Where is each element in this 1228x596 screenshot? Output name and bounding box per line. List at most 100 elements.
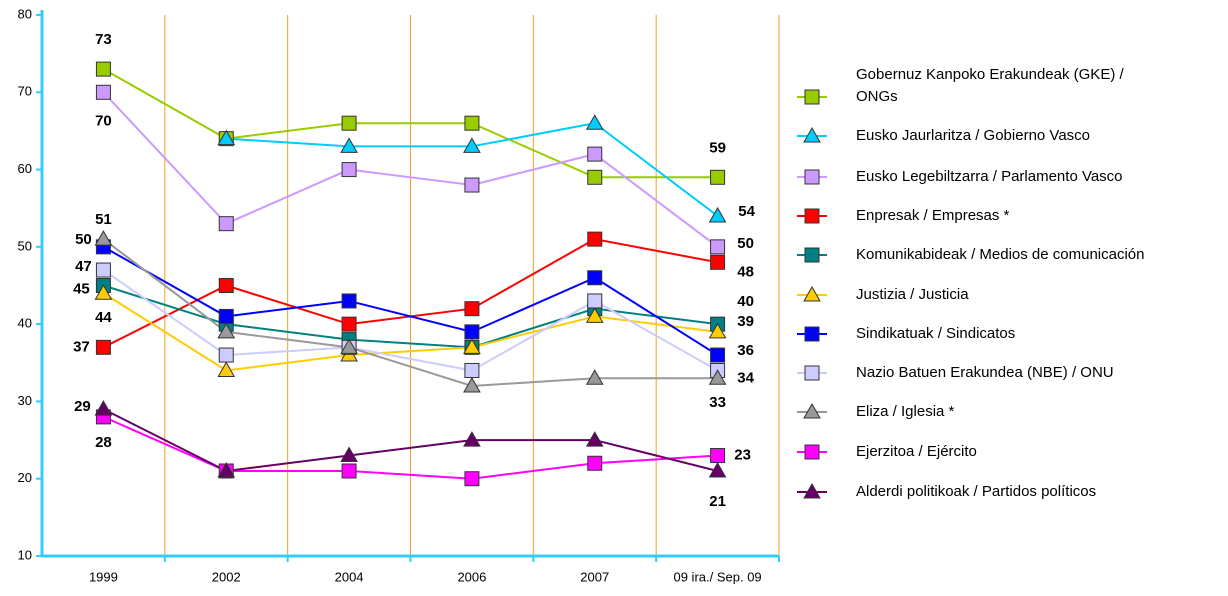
data-point (95, 84, 111, 100)
data-point (95, 61, 111, 77)
data-label: 50 (737, 235, 754, 252)
y-tick-label: 70 (18, 84, 32, 99)
data-point (464, 324, 480, 340)
data-label: 40 (737, 293, 754, 310)
series-line (102, 292, 718, 372)
data-label: 33 (709, 394, 726, 411)
data-label: 23 (734, 446, 751, 463)
data-point (340, 338, 358, 354)
series-line (226, 122, 719, 217)
legend-marker (804, 365, 820, 381)
data-point (710, 347, 726, 363)
series-line (102, 238, 718, 387)
x-tick-label: 2004 (335, 569, 364, 584)
data-point (218, 347, 234, 363)
series-line (103, 284, 718, 349)
legend-label: Eliza / Iglesia * (856, 403, 955, 420)
data-label: 44 (95, 309, 112, 326)
data-label: 47 (75, 258, 92, 275)
data-label: 39 (737, 313, 754, 330)
data-point (587, 231, 603, 247)
data-label: 50 (75, 231, 92, 248)
data-point (95, 339, 111, 355)
y-tick-label: 40 (18, 316, 32, 331)
data-label: 29 (74, 398, 91, 415)
legend-label: Alderdi politikoak / Partidos políticos (856, 483, 1097, 500)
legend-marker (803, 285, 821, 302)
data-point (341, 293, 357, 309)
legend-marker (804, 169, 820, 185)
x-tick-label: 2007 (580, 569, 609, 584)
data-point (94, 400, 113, 416)
data-label: 34 (737, 369, 754, 386)
data-point (95, 262, 111, 278)
series-line (102, 269, 719, 372)
data-point (464, 471, 480, 487)
data-point (341, 316, 357, 332)
x-tick-label: 09 ira./ Sep. 09 (673, 569, 761, 584)
data-label: 48 (737, 263, 754, 280)
data-point (217, 461, 236, 478)
legend-marker (804, 326, 820, 342)
legend-label: Enpresak / Empresas * (856, 207, 1010, 224)
data-point (340, 137, 358, 153)
legend-label: Eusko Legebiltzarra / Parlamento Vasco (856, 168, 1123, 185)
data-point (708, 322, 727, 339)
series-line (102, 68, 718, 179)
data-point (463, 338, 481, 354)
data-label: 54 (738, 203, 755, 220)
series-line (102, 91, 719, 248)
data-label: 37 (73, 338, 90, 355)
series-line (103, 415, 718, 480)
data-point (341, 463, 357, 479)
data-point (94, 230, 113, 246)
data-point (708, 206, 727, 223)
data-point (463, 431, 481, 447)
legend-marker (804, 444, 820, 460)
data-point (463, 376, 481, 393)
data-point (217, 361, 236, 378)
data-point (587, 169, 603, 185)
data-point (464, 115, 480, 131)
legend-label: Eusko Jaurlaritza / Gobierno Vasco (856, 127, 1091, 144)
data-point (710, 254, 726, 270)
data-point (585, 307, 604, 323)
data-label: 36 (737, 342, 754, 359)
data-point (218, 308, 234, 324)
data-point (218, 216, 234, 232)
legend-label: Sindikatuak / Sindicatos (856, 325, 1016, 342)
y-tick-label: 80 (18, 6, 32, 21)
data-point (218, 278, 234, 293)
legend-label: Ejerzitoa / Ejército (856, 443, 977, 460)
data-point (585, 114, 604, 130)
data-point (585, 431, 604, 447)
data-label: 21 (709, 493, 726, 510)
series-line (102, 245, 719, 356)
data-label: 73 (95, 31, 112, 48)
data-point (587, 293, 603, 309)
data-point (464, 363, 480, 379)
data-point (94, 284, 113, 300)
legend-marker (804, 89, 820, 105)
data-point (710, 239, 726, 255)
data-point (708, 461, 727, 478)
legend-label: Nazio Batuen Erakundea (NBE) / ONU (856, 364, 1114, 381)
legend-label: Gobernuz Kanpoko Erakundeak (GKE) / ONGs (856, 66, 1124, 105)
legend-marker (804, 208, 820, 224)
x-tick-label: 2002 (212, 569, 241, 584)
data-point (464, 301, 480, 317)
data-point (585, 369, 604, 385)
data-label: 51 (95, 211, 112, 228)
data-point (341, 115, 357, 131)
data-point (587, 270, 603, 286)
data-point (708, 369, 727, 385)
data-point (217, 129, 236, 146)
data-label: 28 (95, 434, 112, 451)
legend-label: Justizia / Justicia (856, 286, 969, 303)
data-label: 45 (73, 280, 90, 297)
data-point (341, 162, 357, 178)
y-tick-label: 30 (18, 393, 32, 408)
legend-marker (803, 402, 821, 419)
